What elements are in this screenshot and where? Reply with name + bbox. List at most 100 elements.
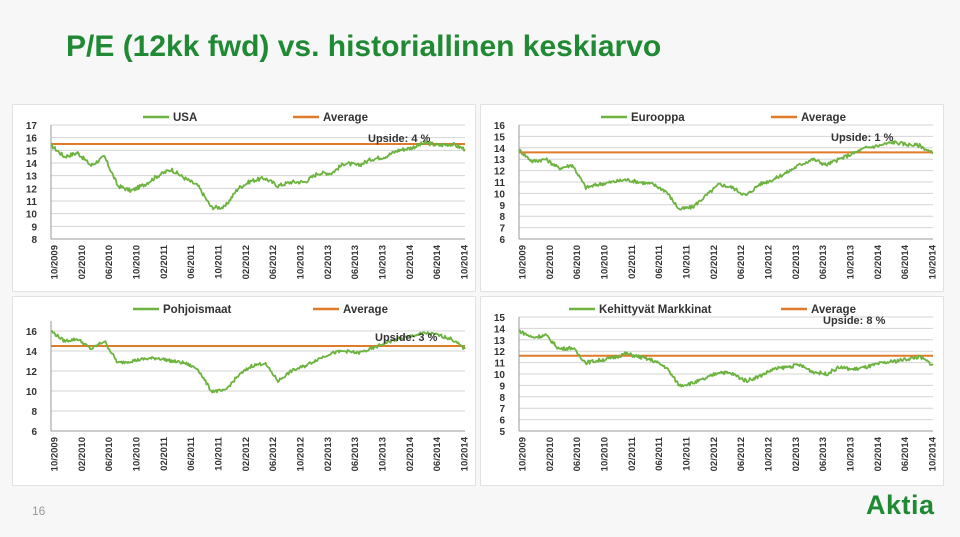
x-tick-label: 06/2013 [350,437,361,471]
y-tick-label: 16 [26,327,38,338]
upside-annotation: Upside: 4 % [368,133,431,145]
x-tick-label: 10/2012 [296,245,307,279]
series-line-main [50,139,466,211]
series-line-main [518,140,934,211]
y-tick-label: 10 [26,387,38,398]
x-tick-label: 10/2014 [928,436,939,471]
chart-panel-kehittyvat-markkinat: 5 6 7 8 9 10 11 12 13 14 15 10/2009 02/2010 06/2010 10… [480,296,944,486]
x-tick-label: 06/2010 [572,245,583,279]
y-tick-label: 14 [494,144,506,155]
y-tick-label: 15 [26,146,38,157]
legend-label: Average [323,112,368,124]
x-tick-label: 10/2013 [846,245,857,279]
x-tick-label: 06/2014 [900,436,911,471]
x-tick-label: 10/2012 [296,437,307,471]
series-line-main [50,330,466,394]
x-tick-label: 02/2010 [77,245,88,279]
y-tick-label: 10 [494,370,506,381]
y-tick-label: 6 [499,416,505,427]
y-tick-label: 12 [494,347,506,358]
chart-pohjoismaat: 6 8 10 12 14 16 10/2009 02/2010 06/2010 10/2010 02… [26,304,471,471]
x-tick-label: 06/2012 [268,245,279,279]
x-tick-label: 06/2013 [818,245,829,279]
x-tick-label: 06/2013 [818,437,829,471]
x-tick-label: 06/2010 [104,245,115,279]
legend-label: Average [811,304,856,316]
y-tick-label: 16 [494,121,506,132]
x-tick-label: 06/2011 [654,244,665,279]
chart-panel-usa: 8 9 10 11 12 13 14 15 16 17 10/2009 02/2010 06/2010 1… [12,104,476,292]
x-tick-label: 02/2012 [709,245,720,279]
x-tick-label: 10/2014 [460,244,471,279]
x-tick-label: 10/2009 [518,245,529,279]
legend-label: Average [801,112,846,124]
chart-panel-eurooppa: 6 7 8 9 10 11 12 13 14 15 16 10/2009 02/2010 06/2010 1… [480,104,944,292]
y-tick-label: 16 [26,134,38,145]
legend-label: Kehittyvät Markkinat [599,304,712,316]
x-tick-label: 06/2013 [350,245,361,279]
y-tick-label: 11 [494,359,505,370]
x-tick-label: 10/2012 [764,245,775,279]
y-tick-label: 8 [499,212,505,223]
x-tick-label: 10/2013 [846,437,857,471]
y-tick-label: 5 [499,427,505,438]
x-tick-label: 02/2012 [709,437,720,471]
y-tick-label: 15 [494,132,506,143]
x-tick-label: 10/2014 [460,436,471,471]
y-tick-label: 7 [499,404,505,415]
x-tick-label: 10/2013 [378,437,389,471]
y-tick-label: 9 [499,381,505,392]
y-tick-label: 15 [494,313,506,324]
y-tick-label: 9 [499,201,505,212]
x-tick-label: 06/2011 [654,436,665,471]
page-number: 16 [32,504,46,518]
y-tick-label: 14 [494,324,506,335]
legend-label: USA [173,112,197,124]
x-tick-label: 02/2014 [405,244,416,279]
x-tick-label: 06/2014 [432,436,443,471]
series-line-main [518,329,934,388]
x-tick-label: 02/2011 [159,244,170,279]
slide-title: P/E (12kk fwd) vs. historiallinen keskia… [66,30,662,63]
x-tick-label: 10/2011 [682,244,693,279]
upside-annotation: Upside: 1 % [831,132,894,144]
x-tick-label: 10/2014 [928,244,939,279]
x-tick-label: 10/2009 [50,437,61,471]
y-tick-label: 8 [31,235,37,246]
y-tick-label: 12 [26,367,38,378]
x-tick-label: 10/2013 [378,245,389,279]
x-tick-label: 02/2011 [159,436,170,471]
y-tick-label: 10 [494,189,506,200]
y-tick-label: 12 [26,184,38,195]
x-tick-label: 02/2012 [241,437,252,471]
x-tick-label: 10/2010 [600,245,611,279]
y-tick-label: 14 [26,347,38,358]
y-tick-label: 11 [26,197,37,208]
x-tick-label: 02/2013 [323,437,334,471]
y-tick-label: 6 [499,235,505,246]
x-tick-label: 06/2014 [900,244,911,279]
y-tick-label: 13 [26,172,38,183]
y-tick-label: 10 [26,210,38,221]
brand-logo: Aktia [866,490,935,520]
upside-annotation: Upside: 3 % [375,332,438,344]
x-tick-label: 10/2011 [214,244,225,279]
x-tick-label: 10/2009 [518,437,529,471]
y-tick-label: 11 [494,178,505,189]
legend-label: Pohjoismaat [163,304,232,316]
x-tick-label: 10/2011 [682,436,693,471]
x-tick-label: 10/2010 [132,245,143,279]
legend-label: Average [343,304,388,316]
x-tick-label: 06/2012 [736,245,747,279]
x-tick-label: 06/2012 [268,437,279,471]
x-tick-label: 02/2014 [405,436,416,471]
x-tick-label: 02/2011 [627,244,638,279]
x-tick-label: 10/2010 [132,437,143,471]
y-tick-label: 8 [31,407,37,418]
x-tick-label: 10/2012 [764,437,775,471]
upside-annotation: Upside: 8 % [823,315,886,327]
x-tick-label: 02/2013 [791,245,802,279]
